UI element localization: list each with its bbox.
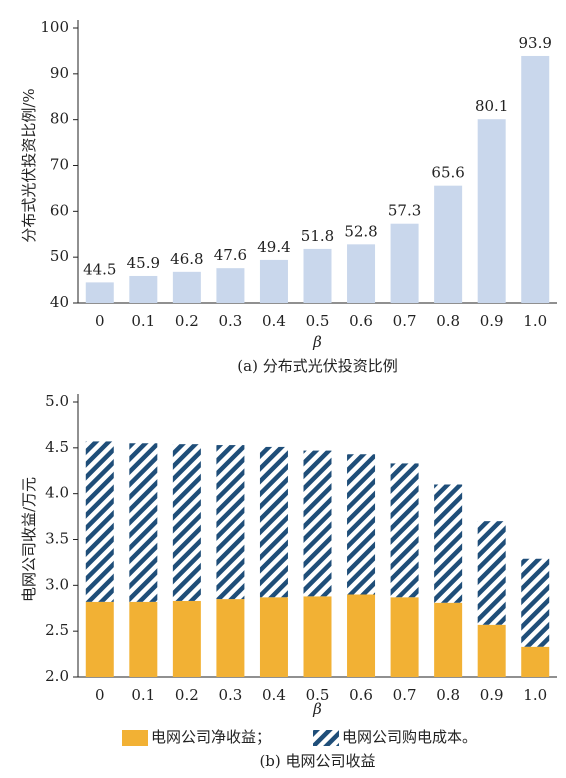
bar	[347, 244, 376, 303]
caption: (b) 电网公司收益	[259, 752, 375, 770]
y-tick-label: 90	[50, 64, 69, 82]
y-tick-label: 5.0	[45, 392, 69, 410]
x-tick-label: 0.2	[175, 312, 199, 330]
x-axis-label: β	[312, 700, 322, 718]
bar-segment	[434, 602, 463, 677]
y-tick-label: 3.0	[45, 575, 69, 593]
x-tick-label: 0.1	[131, 312, 155, 330]
bar-segment	[303, 450, 332, 597]
bar	[434, 185, 463, 303]
y-tick-label: 2.5	[45, 621, 69, 639]
value-label: 47.6	[214, 246, 247, 264]
y-tick-label: 100	[40, 18, 69, 36]
y-tick-label: 50	[50, 247, 69, 265]
x-tick-label: 0.5	[306, 686, 330, 704]
legend-swatch	[313, 730, 339, 746]
y-axis-label: 电网公司收益/万元	[20, 477, 38, 602]
value-label: 57.3	[388, 202, 421, 220]
legend-label: 电网公司净收益；	[151, 728, 271, 746]
value-label: 80.1	[475, 97, 508, 115]
x-tick-label: 0.4	[262, 686, 286, 704]
legend-swatch	[122, 730, 148, 746]
bar	[259, 259, 288, 303]
bar-segment	[259, 446, 288, 598]
bar-segment	[216, 445, 245, 600]
bar	[216, 268, 245, 303]
y-tick-label: 2.0	[45, 667, 69, 685]
x-tick-label: 0.2	[175, 686, 199, 704]
bar-segment	[85, 441, 114, 602]
x-tick-label: 0.3	[218, 312, 242, 330]
bar-segment	[390, 597, 419, 677]
x-tick-label: 0.8	[436, 312, 460, 330]
bar-segment	[390, 463, 419, 598]
x-tick-label: 0.9	[480, 312, 504, 330]
caption: (a) 分布式光伏投资比例	[237, 357, 397, 375]
bar-segment	[172, 444, 201, 601]
bar	[521, 55, 550, 304]
legend-label: 电网公司购电成本。	[342, 728, 477, 746]
x-tick-label: 0	[95, 686, 105, 704]
bar	[172, 271, 201, 303]
bar	[303, 248, 332, 303]
bar-segment	[259, 597, 288, 677]
bar-segment	[477, 521, 506, 625]
value-label: 65.6	[431, 164, 464, 182]
x-tick-label: 1.0	[523, 312, 547, 330]
x-tick-label: 0.8	[436, 686, 460, 704]
value-label: 46.8	[170, 250, 203, 268]
y-tick-label: 4.0	[45, 484, 69, 502]
bar-segment	[85, 601, 114, 677]
bar-segment	[521, 646, 550, 677]
bar	[129, 275, 158, 303]
y-tick-label: 3.5	[45, 530, 69, 548]
bar	[85, 282, 114, 303]
y-axis-label: 分布式光伏投资比例/%	[20, 88, 38, 242]
x-tick-label: 0.9	[480, 686, 504, 704]
value-label: 45.9	[127, 254, 160, 272]
bar-segment	[477, 624, 506, 677]
bar-segment	[521, 558, 550, 647]
x-tick-label: 0.7	[393, 312, 417, 330]
y-tick-label: 60	[50, 201, 69, 219]
x-axis-label: β	[312, 333, 322, 351]
bar-segment	[172, 600, 201, 677]
x-tick-label: 0	[95, 312, 105, 330]
y-tick-label: 40	[50, 293, 69, 311]
bar-segment	[129, 443, 158, 602]
x-tick-label: 0.5	[306, 312, 330, 330]
bar-segment	[303, 596, 332, 677]
bar-segment	[216, 599, 245, 677]
value-label: 93.9	[519, 34, 552, 52]
x-tick-label: 0.6	[349, 312, 373, 330]
bar-segment	[434, 484, 463, 603]
bar-segment	[347, 594, 376, 677]
x-tick-label: 0.7	[393, 686, 417, 704]
bar-segment	[129, 601, 158, 677]
x-tick-label: 0.6	[349, 686, 373, 704]
y-tick-label: 70	[50, 156, 69, 174]
bar	[390, 223, 419, 303]
value-label: 44.5	[83, 260, 116, 278]
x-tick-label: 0.3	[218, 686, 242, 704]
bar	[477, 119, 506, 303]
y-tick-label: 4.5	[45, 438, 69, 456]
x-tick-label: 1.0	[523, 686, 547, 704]
bar-segment	[347, 454, 376, 595]
x-tick-label: 0.1	[131, 686, 155, 704]
value-label: 52.8	[344, 222, 377, 240]
y-tick-label: 80	[50, 110, 69, 128]
value-label: 49.4	[257, 238, 290, 256]
x-tick-label: 0.4	[262, 312, 286, 330]
value-label: 51.8	[301, 227, 334, 245]
